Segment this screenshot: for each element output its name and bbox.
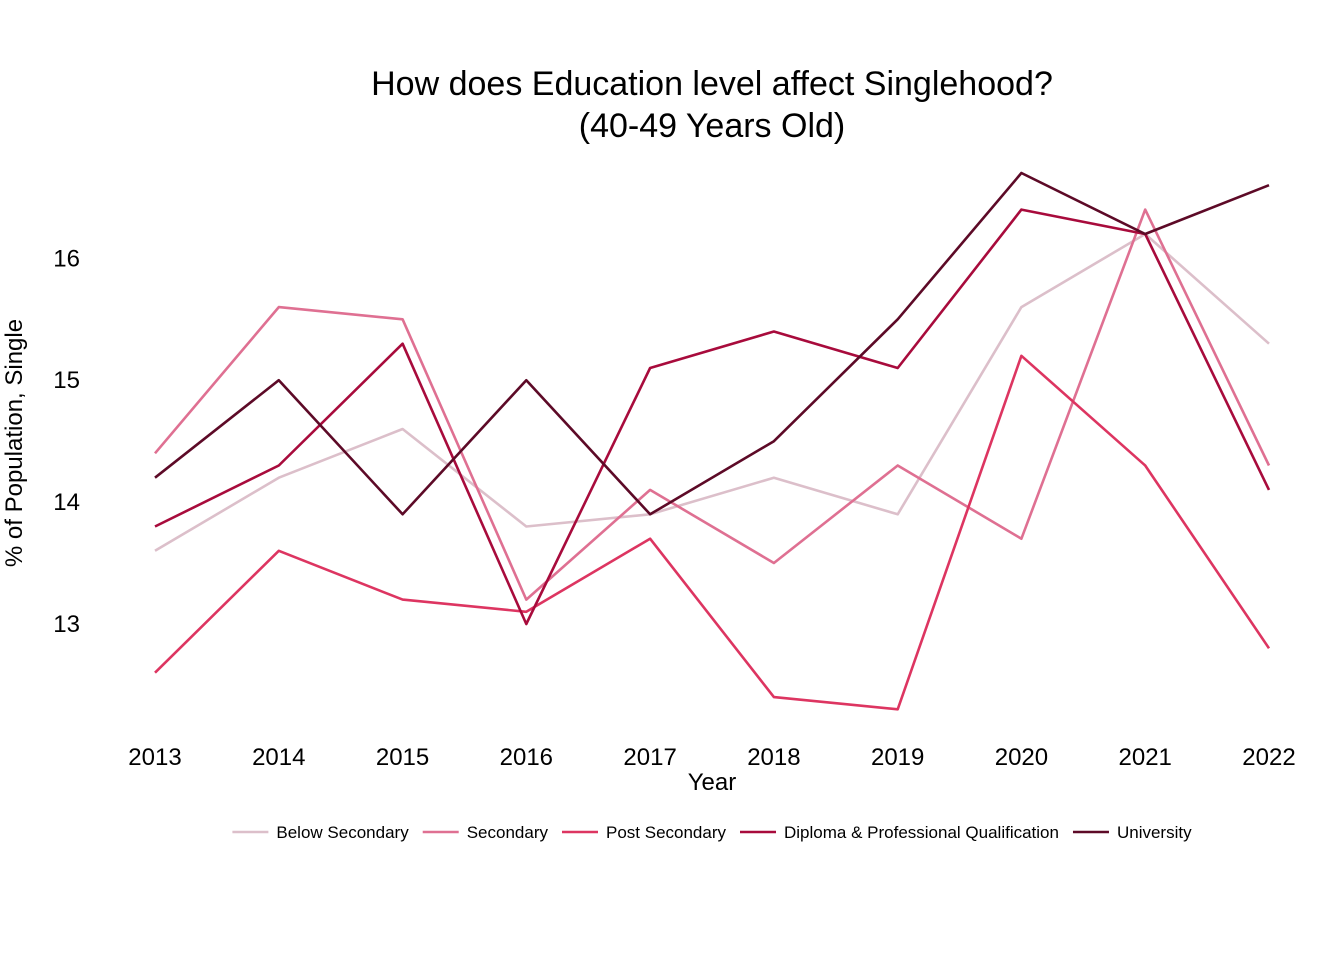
- series-line-university: [154, 171, 1270, 516]
- series-line-diploma-professional-qualification: [154, 208, 1271, 626]
- legend-label: Post Secondary: [606, 823, 727, 842]
- legend-label: Secondary: [467, 823, 549, 842]
- y-tick-label: 13: [53, 611, 80, 638]
- y-tick-label: 14: [53, 489, 80, 516]
- series-lines: [154, 171, 1271, 711]
- y-tick-label: 16: [53, 245, 80, 272]
- x-tick-label: 2021: [1119, 744, 1172, 771]
- series-line-below-secondary: [154, 232, 1270, 552]
- y-tick-label: 15: [53, 367, 80, 394]
- legend-label: University: [1117, 823, 1192, 842]
- legend-item-below-secondary: Below Secondary: [232, 823, 409, 842]
- legend-item-diploma-professional-qualification: Diploma & Professional Qualification: [740, 823, 1059, 842]
- x-tick-label: 2019: [871, 744, 924, 771]
- y-axis-title: % of Population, Single: [1, 319, 28, 567]
- series-line-secondary: [154, 208, 1271, 601]
- x-tick-label: 2013: [128, 744, 181, 771]
- legend-label: Below Secondary: [276, 823, 409, 842]
- y-axis-ticks: 13 14 15 16: [53, 245, 80, 638]
- series-line-post-secondary: [154, 354, 1271, 711]
- x-tick-label: 2020: [995, 744, 1048, 771]
- x-axis-ticks: 2013 2014 2015 2016 2017 2018 2019 2020 2021 2022: [128, 744, 1295, 771]
- chart-title: How does Education level affect Singleho…: [371, 65, 1053, 145]
- chart-title-line-1: How does Education level affect Singleho…: [371, 65, 1053, 103]
- legend-label: Diploma & Professional Qualification: [784, 823, 1059, 842]
- chart-title-line-2: (40-49 Years Old): [579, 107, 846, 145]
- legend: Below Secondary Secondary Post Secondary Di…: [232, 823, 1192, 842]
- x-axis-title: Year: [688, 769, 737, 796]
- x-tick-label: 2015: [376, 744, 429, 771]
- x-tick-label: 2014: [252, 744, 305, 771]
- legend-item-university: University: [1072, 823, 1192, 842]
- x-tick-label: 2018: [747, 744, 800, 771]
- x-tick-label: 2022: [1242, 744, 1295, 771]
- x-tick-label: 2016: [500, 744, 553, 771]
- legend-item-secondary: Secondary: [422, 823, 549, 842]
- x-tick-label: 2017: [623, 744, 676, 771]
- legend-item-post-secondary: Post Secondary: [561, 823, 727, 842]
